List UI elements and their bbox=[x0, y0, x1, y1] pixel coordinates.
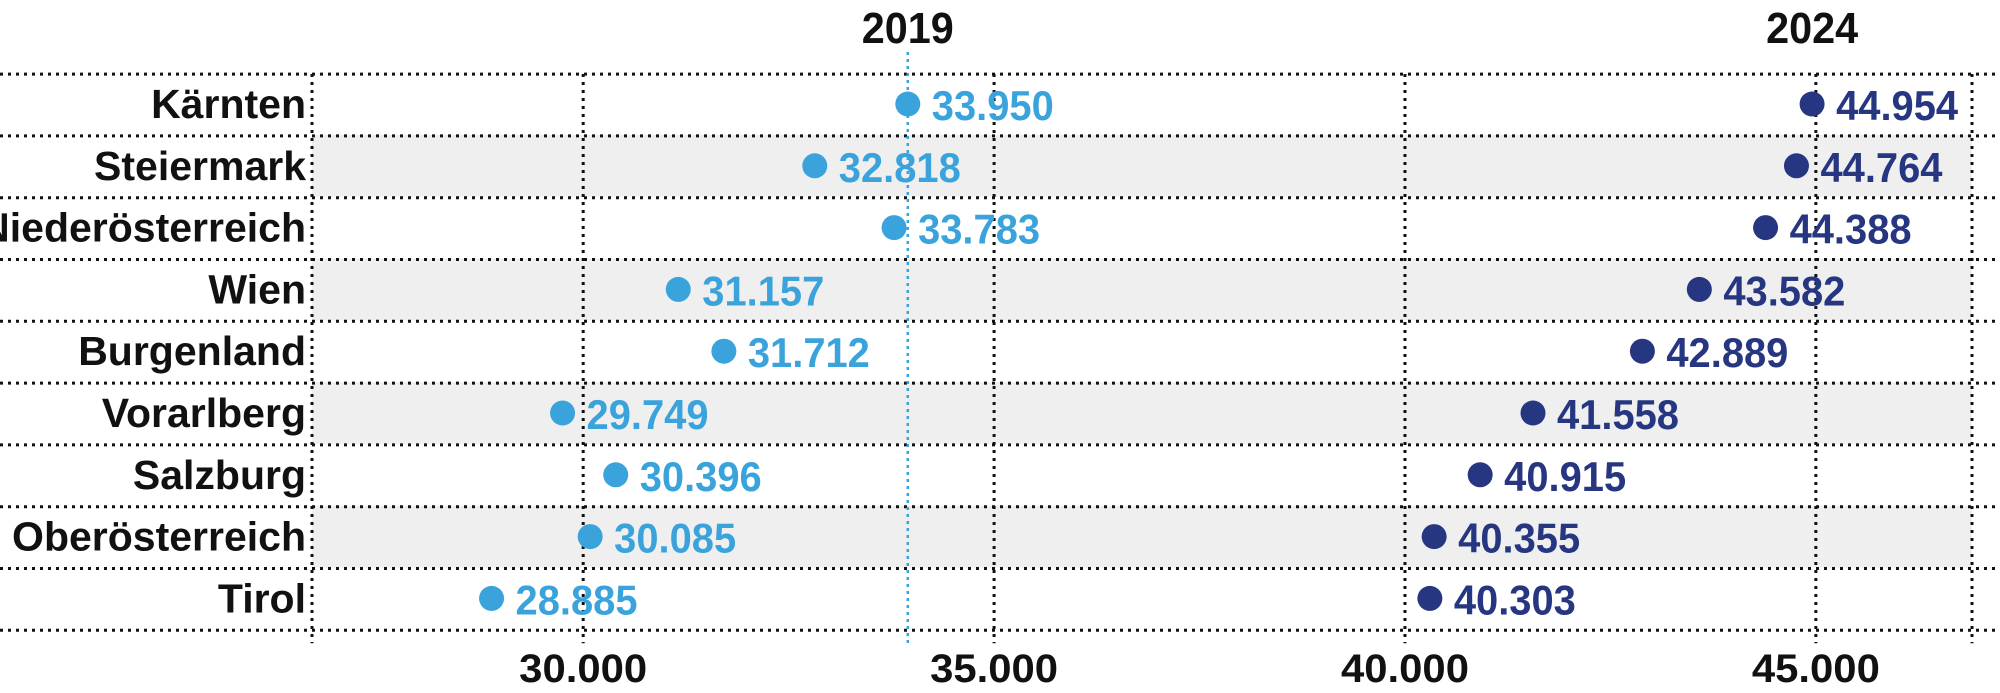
x-tick-label: 35.000 bbox=[930, 647, 1058, 691]
data-label-2024: 40.915 bbox=[1504, 453, 1626, 500]
category-label: Kärnten bbox=[151, 81, 306, 127]
data-label-2019: 33.950 bbox=[932, 82, 1054, 129]
point-2019 bbox=[550, 400, 576, 426]
x-tick-label: 30.000 bbox=[519, 647, 647, 691]
point-2019 bbox=[479, 585, 505, 611]
point-2019 bbox=[603, 462, 629, 488]
point-2019 bbox=[577, 524, 603, 550]
point-2024 bbox=[1799, 91, 1825, 117]
point-2024 bbox=[1753, 215, 1779, 241]
category-label: Salzburg bbox=[133, 452, 306, 498]
point-2019 bbox=[881, 215, 907, 241]
point-2024 bbox=[1629, 338, 1655, 364]
point-2024 bbox=[1783, 153, 1809, 179]
category-label: Wien bbox=[208, 266, 306, 312]
data-label-2024: 41.558 bbox=[1557, 391, 1679, 438]
data-label-2019: 29.749 bbox=[587, 391, 709, 438]
row-shade-8 bbox=[312, 505, 1972, 568]
series-label-2019: 2019 bbox=[862, 4, 954, 53]
category-label: Oberösterreich bbox=[12, 514, 306, 560]
point-2019 bbox=[895, 91, 921, 117]
data-label-2019: 28.885 bbox=[516, 576, 638, 623]
data-label-2024: 40.303 bbox=[1454, 576, 1576, 623]
point-2019 bbox=[711, 338, 737, 364]
data-label-2024: 43.582 bbox=[1723, 267, 1845, 314]
data-label-2019: 31.157 bbox=[702, 267, 824, 314]
category-label: Steiermark bbox=[94, 143, 306, 189]
data-label-2024: 40.355 bbox=[1458, 515, 1580, 562]
x-tick-label: 40.000 bbox=[1341, 647, 1469, 691]
x-tick-label: 45.000 bbox=[1752, 647, 1880, 691]
point-2019 bbox=[802, 153, 828, 179]
data-label-2019: 31.712 bbox=[748, 329, 870, 376]
category-label: Vorarlberg bbox=[102, 390, 306, 436]
data-label-2024: 42.889 bbox=[1666, 329, 1788, 376]
data-label-2024: 44.764 bbox=[1820, 144, 1943, 191]
category-label: Niederösterreich bbox=[0, 205, 306, 251]
data-label-2024: 44.954 bbox=[1836, 82, 1959, 129]
data-label-2019: 32.818 bbox=[839, 144, 961, 191]
point-2024 bbox=[1686, 276, 1712, 302]
data-label-2019: 30.085 bbox=[614, 515, 736, 562]
point-2019 bbox=[665, 276, 691, 302]
point-2024 bbox=[1421, 524, 1447, 550]
point-2024 bbox=[1417, 585, 1443, 611]
row-shade-2 bbox=[312, 134, 1972, 197]
data-label-2019: 30.396 bbox=[640, 453, 762, 500]
point-2024 bbox=[1467, 462, 1493, 488]
data-label-2019: 33.783 bbox=[918, 206, 1040, 253]
category-label: Tirol bbox=[218, 575, 306, 621]
point-2024 bbox=[1520, 400, 1546, 426]
category-label: Burgenland bbox=[78, 328, 306, 374]
series-label-2024: 2024 bbox=[1766, 4, 1858, 53]
data-label-2024: 44.388 bbox=[1790, 206, 1912, 253]
row-shade-6 bbox=[312, 382, 1972, 444]
